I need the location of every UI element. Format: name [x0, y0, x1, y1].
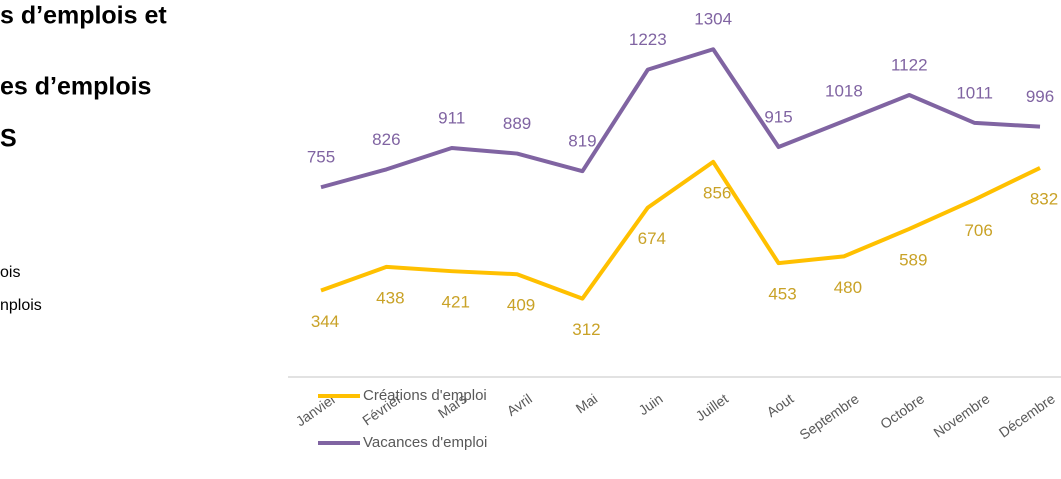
- data-label: 832: [1030, 189, 1058, 208]
- data-label: 312: [572, 320, 600, 339]
- side-heading: es d’emplois: [0, 73, 151, 101]
- data-label: 480: [834, 278, 862, 297]
- data-label: 755: [307, 148, 335, 167]
- x-tick-label: Septembre: [796, 390, 861, 443]
- data-label: 856: [703, 183, 731, 202]
- side-heading: s d’emplois et: [0, 2, 167, 30]
- x-tick-label: Avril: [504, 390, 535, 419]
- data-label: 706: [964, 221, 992, 240]
- data-label: 589: [899, 250, 927, 269]
- data-label: 826: [372, 130, 400, 149]
- x-tick-label: Mai: [573, 390, 601, 416]
- data-label: 819: [568, 132, 596, 151]
- data-label: 1122: [891, 55, 928, 74]
- data-label: 1011: [956, 83, 993, 102]
- data-label: 1304: [694, 10, 732, 29]
- data-label: 674: [638, 229, 666, 248]
- x-tick-label: Octobre: [877, 390, 927, 432]
- data-label: 409: [507, 296, 535, 315]
- x-tick-label: Novembre: [930, 390, 992, 440]
- x-tick-label: Décembre: [996, 390, 1058, 440]
- data-label: 438: [376, 288, 404, 307]
- x-tick-label: Aout: [764, 390, 797, 420]
- series-line: [320, 159, 1041, 301]
- x-tick-label: Juillet: [693, 390, 732, 424]
- x-tick-label: Juin: [635, 390, 665, 418]
- data-label: 996: [1026, 87, 1054, 106]
- side-note: ois: [0, 264, 20, 281]
- series-line: [320, 47, 1041, 190]
- legend-label: Créations d'emploi: [363, 387, 487, 404]
- data-label: 421: [442, 293, 470, 312]
- data-label: 344: [311, 312, 339, 331]
- data-label: 915: [764, 108, 792, 127]
- side-note: nplois: [0, 297, 42, 314]
- data-label: 1018: [825, 82, 863, 101]
- side-heading: S: [0, 125, 17, 153]
- data-label: 453: [768, 285, 796, 304]
- legend-label: Vacances d'emploi: [363, 434, 487, 451]
- data-label: 889: [503, 114, 531, 133]
- data-label: 1223: [629, 30, 667, 49]
- data-label: 911: [438, 109, 465, 128]
